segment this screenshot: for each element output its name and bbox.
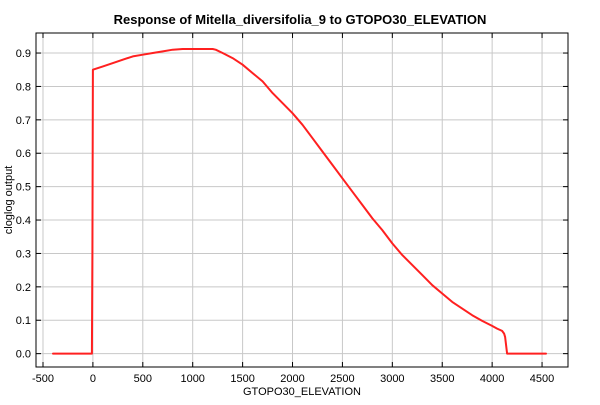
x-tick-label: 1500: [230, 373, 254, 385]
x-tick-label: 3500: [430, 373, 454, 385]
y-tick-label: 0.0: [16, 349, 31, 361]
x-tick-label: 2500: [330, 373, 354, 385]
grid-layer: [36, 33, 568, 367]
y-tick-label: 0.4: [16, 215, 31, 227]
y-tick-label: 0.1: [16, 315, 31, 327]
y-tick-label: 0.9: [16, 48, 31, 60]
x-tick-label: 1000: [180, 373, 204, 385]
x-tick-label: 0: [90, 373, 96, 385]
plot-frame: [35, 32, 569, 368]
x-tick-label: -500: [32, 373, 54, 385]
x-tick-label: 3000: [380, 373, 404, 385]
y-tick-label: 0.5: [16, 182, 31, 194]
response-curve: [52, 48, 547, 355]
y-tick-label: 0.3: [16, 248, 31, 260]
x-tick-label: 500: [134, 373, 152, 385]
x-axis-label: GTOPO30_ELEVATION: [243, 386, 361, 398]
y-axis-label: cloglog output: [3, 166, 15, 235]
tick-layer: -500 0 500 1000 1500 2000 2500 3000 3500 4000 4500…: [16, 33, 568, 385]
y-tick-label: 0.8: [16, 81, 31, 93]
x-tick-label: 4000: [480, 373, 504, 385]
y-tick-label: 0.6: [16, 148, 31, 160]
x-tick-label: 2000: [280, 373, 304, 385]
series-layer: [52, 48, 547, 355]
chart-title: Response of Mitella_diversifolia_9 to GT…: [114, 12, 487, 27]
y-tick-label: 0.2: [16, 282, 31, 294]
y-tick-label: 0.7: [16, 115, 31, 127]
x-tick-label: 4500: [530, 373, 554, 385]
